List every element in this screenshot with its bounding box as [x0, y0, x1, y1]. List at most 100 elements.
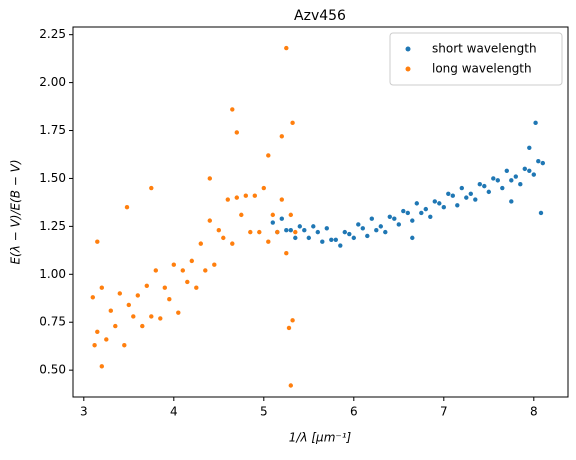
point [149, 185, 154, 191]
y-tick-label: 2.00 [39, 75, 66, 89]
plot-frame [72, 26, 569, 398]
point [92, 343, 97, 348]
point [538, 210, 544, 216]
point [261, 185, 266, 191]
point [167, 297, 172, 302]
point [270, 212, 275, 218]
point [464, 195, 469, 200]
point [286, 325, 292, 331]
point [293, 229, 298, 235]
x-axis-label: 1/λ [μm⁻¹] [289, 431, 352, 445]
point [342, 229, 347, 235]
point [374, 228, 379, 233]
point [302, 228, 307, 233]
point [446, 191, 451, 196]
point [239, 212, 244, 218]
point [405, 210, 410, 216]
point [293, 235, 298, 241]
point [533, 120, 538, 126]
point [135, 293, 140, 298]
point [99, 364, 105, 369]
point [171, 262, 176, 267]
point [441, 205, 446, 210]
point [284, 251, 289, 256]
point [113, 323, 118, 329]
point [459, 185, 464, 191]
point [221, 235, 226, 241]
point [207, 176, 212, 181]
point [297, 224, 302, 229]
point [288, 212, 293, 218]
point [509, 199, 514, 204]
y-tick-label: 1.50 [39, 171, 66, 185]
point [216, 228, 221, 233]
point [410, 235, 415, 241]
point [324, 226, 329, 231]
point [513, 174, 518, 179]
point [149, 314, 154, 319]
x-tick-label: 4 [170, 405, 178, 419]
point [104, 337, 109, 342]
point [428, 214, 433, 219]
point [279, 197, 284, 202]
point [225, 197, 230, 202]
point [158, 316, 163, 321]
point [108, 308, 114, 313]
point [410, 218, 415, 223]
point [124, 205, 130, 210]
point [365, 233, 370, 239]
point [207, 218, 212, 223]
point [482, 183, 487, 189]
point [306, 235, 311, 241]
y-tick-label: 0.50 [39, 363, 66, 377]
point [450, 193, 455, 198]
chart-title: Azv456 [294, 8, 346, 24]
point [90, 295, 96, 300]
point [288, 383, 293, 388]
y-tick-label: 1.00 [39, 267, 66, 281]
point [419, 210, 424, 216]
x-tick-label: 5 [260, 405, 268, 419]
point [180, 268, 185, 273]
point [527, 145, 532, 150]
point [270, 220, 275, 225]
point [275, 229, 280, 235]
point [144, 283, 149, 289]
point [248, 229, 253, 235]
legend-marker [405, 66, 411, 72]
point [243, 193, 248, 198]
point [315, 229, 320, 235]
point [495, 178, 500, 183]
point [333, 237, 338, 242]
point [540, 160, 545, 166]
point [266, 153, 271, 158]
x-tick-label: 8 [530, 405, 538, 419]
point [153, 268, 158, 273]
y-tick-label: 0.75 [39, 315, 66, 329]
point [279, 216, 284, 221]
point [423, 206, 428, 212]
point [290, 120, 295, 126]
point [522, 166, 527, 172]
point [518, 182, 523, 187]
point [279, 134, 284, 139]
point [504, 168, 509, 173]
point [198, 241, 203, 246]
point [117, 291, 123, 296]
point [369, 216, 374, 221]
point [234, 195, 239, 200]
point [95, 329, 100, 335]
point [486, 189, 491, 195]
point [401, 208, 406, 214]
point [527, 168, 532, 173]
point [360, 226, 365, 231]
point [338, 243, 343, 248]
point [437, 201, 442, 206]
point [257, 229, 262, 235]
point [473, 197, 478, 202]
point [162, 285, 167, 290]
y-tick-label: 2.25 [39, 27, 66, 41]
legend-label: short wavelength [432, 42, 537, 56]
point [203, 268, 208, 273]
point [284, 45, 289, 51]
